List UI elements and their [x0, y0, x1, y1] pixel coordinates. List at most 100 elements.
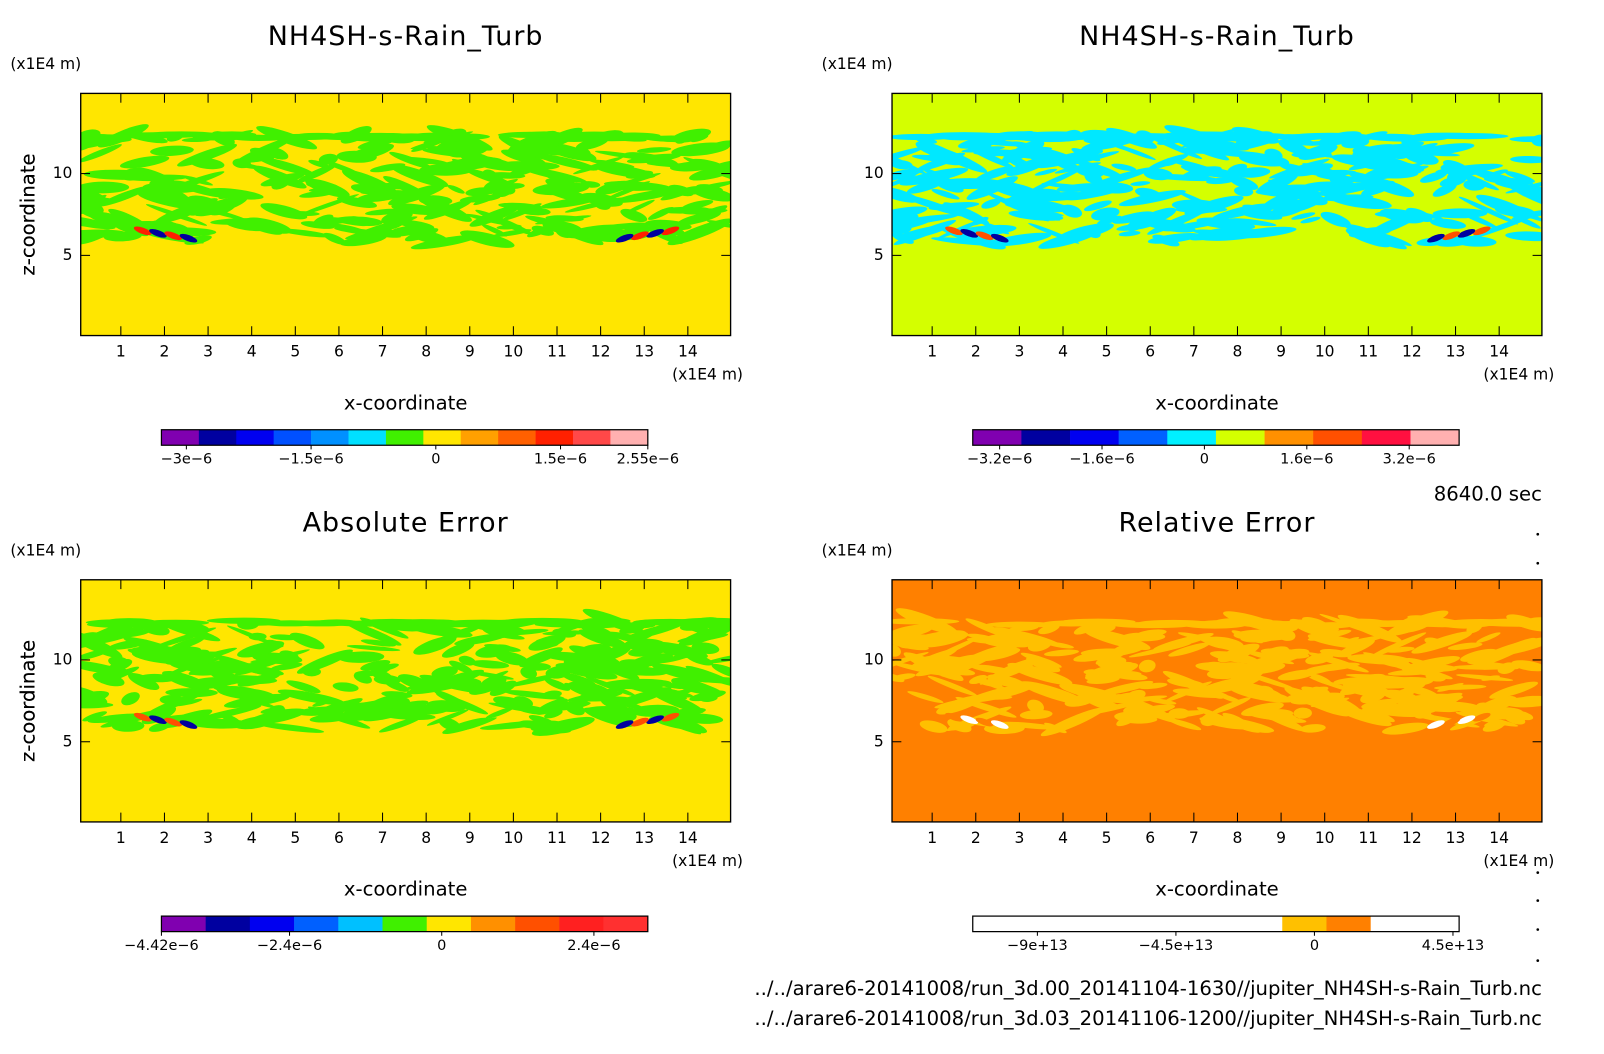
field-blob [1277, 669, 1317, 681]
field-blob [981, 198, 1001, 209]
field-blob [585, 676, 636, 697]
field-blob [1494, 202, 1542, 223]
field-blob [1443, 160, 1470, 174]
colorbar-tick-label: 0 [1200, 452, 1209, 468]
colorbar-tick-label: 2.4e−6 [567, 938, 620, 954]
field-blob [681, 199, 714, 210]
vortex [1472, 712, 1491, 722]
field-blob [365, 208, 403, 216]
field-blob [544, 709, 563, 719]
field-blob [270, 662, 303, 671]
vortex [975, 717, 994, 727]
x-unit: (x1E4 m) [1483, 365, 1554, 383]
field-blob [1505, 231, 1542, 242]
field-blob [1167, 678, 1206, 688]
field-blob [1236, 167, 1271, 178]
colorbar-segment [1193, 916, 1239, 932]
field-blob [80, 215, 116, 230]
field-blob [1509, 136, 1542, 143]
y-tick-label: 5 [63, 732, 73, 750]
x-tick-label: 9 [465, 829, 475, 847]
field-blob [494, 161, 560, 171]
field-blob [1171, 199, 1223, 212]
y-tick-label: 5 [874, 246, 884, 264]
field-blob [558, 180, 576, 190]
field-blob [1497, 662, 1516, 674]
colorbar-segment [1149, 916, 1195, 932]
field-blob [677, 633, 729, 643]
field-blob [136, 167, 179, 187]
field-blob [1097, 215, 1122, 225]
colorbar-tick-label: −1.6e−6 [1069, 452, 1134, 468]
field-blob [536, 153, 598, 171]
colorbar-segment [161, 429, 200, 446]
field-blob [1118, 189, 1186, 207]
field-blob [622, 621, 687, 641]
field-blob [645, 135, 698, 142]
colorbar-tick-label: −3e−6 [161, 452, 213, 468]
field-blob [1447, 619, 1516, 626]
x-tick-label: 12 [591, 343, 611, 361]
field-blob [94, 170, 140, 179]
field-blob [1511, 660, 1542, 672]
field-blob [460, 230, 515, 248]
field-blob [82, 711, 108, 722]
field-blob [1454, 208, 1499, 229]
field-blob [681, 208, 728, 215]
field-blob [1458, 196, 1519, 225]
field-blob [300, 221, 335, 229]
colorbar-segment [515, 916, 560, 932]
field-blob [542, 701, 591, 712]
field-blob [447, 185, 465, 194]
field-blob [603, 181, 651, 201]
field-blob [192, 134, 248, 141]
x-axis-label: x-coordinate [344, 391, 468, 414]
x-tick-label: 1 [927, 343, 937, 361]
vortex [1427, 720, 1445, 729]
vortex [1442, 231, 1461, 241]
field-blob [232, 158, 251, 169]
colorbar-segment [1282, 916, 1327, 932]
field-blob [1222, 712, 1248, 725]
x-axis-label: x-coordinate [1155, 391, 1279, 414]
field-blob [165, 688, 218, 698]
field-blob [128, 673, 160, 691]
field-blob [1411, 631, 1473, 654]
field-blob [1210, 697, 1251, 715]
field-blob [98, 212, 142, 228]
colorbar-segment [559, 916, 604, 932]
colorbar-segment [385, 429, 424, 446]
y-tick-label: 10 [53, 650, 73, 668]
field-blob [1476, 632, 1501, 644]
field-blob [469, 205, 520, 227]
x-unit: (x1E4 m) [672, 365, 743, 383]
x-tick-label: 8 [1233, 343, 1243, 361]
field-blob [247, 708, 306, 725]
field-blob [1415, 212, 1443, 220]
field-blob [1425, 672, 1447, 682]
field-blob [1296, 191, 1328, 206]
vortex [960, 715, 979, 724]
field-blob [1229, 218, 1277, 227]
field-blob [1136, 629, 1167, 638]
vortex [615, 233, 634, 243]
field-blob [1114, 711, 1157, 724]
colorbar-frame [972, 915, 1460, 933]
field-blob [1130, 181, 1151, 186]
field-blob [564, 224, 623, 239]
colorbar-segment [610, 429, 649, 446]
field-blob [493, 696, 527, 709]
x-tick-label: 2 [971, 829, 981, 847]
x-tick-label: 7 [1189, 343, 1199, 361]
field-blob [560, 672, 597, 687]
field-blob [279, 228, 332, 238]
field-blob [362, 183, 412, 190]
field-blob [1305, 652, 1334, 665]
vortex [945, 226, 963, 236]
colorbar-tick-label: −4.5e+13 [1139, 938, 1214, 954]
field-blob [528, 634, 566, 651]
field-blob [594, 199, 611, 210]
field-blob [1510, 155, 1542, 164]
x-tick-label: 10 [504, 829, 524, 847]
field-blob [249, 147, 275, 161]
